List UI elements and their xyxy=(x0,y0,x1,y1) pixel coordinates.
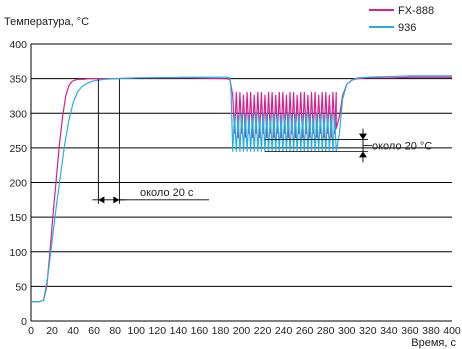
series-line-1 xyxy=(31,75,452,303)
x-tick-label-80: 80 xyxy=(109,325,121,337)
x-tick-label-0: 0 xyxy=(28,325,34,337)
x-tick-label-320: 320 xyxy=(359,325,377,337)
x-tick-label-400: 400 xyxy=(443,325,461,337)
series-line-0 xyxy=(31,76,452,303)
y-tick-label-50: 50 xyxy=(15,281,27,293)
annotation-temp-arrow-top xyxy=(359,133,367,140)
x-tick-label-20: 20 xyxy=(46,325,58,337)
x-tick-label-240: 240 xyxy=(275,325,293,337)
y-tick-label-200: 200 xyxy=(9,178,27,190)
y-axis-title: Температура, °С xyxy=(4,16,89,28)
y-tick-label-150: 150 xyxy=(9,212,27,224)
y-tick-label-100: 100 xyxy=(9,247,27,259)
x-tick-label-280: 280 xyxy=(317,325,335,337)
y-tick-label-300: 300 xyxy=(9,108,27,120)
x-tick-label-340: 340 xyxy=(380,325,398,337)
annotation-temp-label: около 20 °С xyxy=(372,140,432,152)
annotation-time-arrow-left xyxy=(98,196,105,204)
x-tick-label-140: 140 xyxy=(170,325,188,337)
annotation-time-label: около 20 с xyxy=(140,187,194,199)
x-tick-label-60: 60 xyxy=(88,325,100,337)
y-tick-label-400: 400 xyxy=(9,39,27,51)
x-tick-label-180: 180 xyxy=(212,325,230,337)
x-tick-label-380: 380 xyxy=(422,325,440,337)
x-tick-label-200: 200 xyxy=(233,325,251,337)
annotation-temp-arrow-bottom xyxy=(359,151,367,158)
y-tick-label-0: 0 xyxy=(21,316,27,328)
x-tick-label-260: 260 xyxy=(296,325,314,337)
x-tick-label-40: 40 xyxy=(67,325,79,337)
y-tick-label-250: 250 xyxy=(9,143,27,155)
annotation-time-arrow-right xyxy=(113,196,120,204)
x-tick-label-100: 100 xyxy=(127,325,145,337)
y-tick-label-350: 350 xyxy=(9,74,27,86)
x-tick-label-160: 160 xyxy=(191,325,209,337)
legend-label-0: FX-888 xyxy=(398,5,434,17)
x-tick-label-220: 220 xyxy=(254,325,272,337)
x-tick-label-300: 300 xyxy=(338,325,356,337)
x-axis-title: Время, с xyxy=(411,337,456,349)
x-tick-label-360: 360 xyxy=(401,325,419,337)
x-tick-label-120: 120 xyxy=(149,325,167,337)
legend-label-1: 936 xyxy=(398,22,416,34)
